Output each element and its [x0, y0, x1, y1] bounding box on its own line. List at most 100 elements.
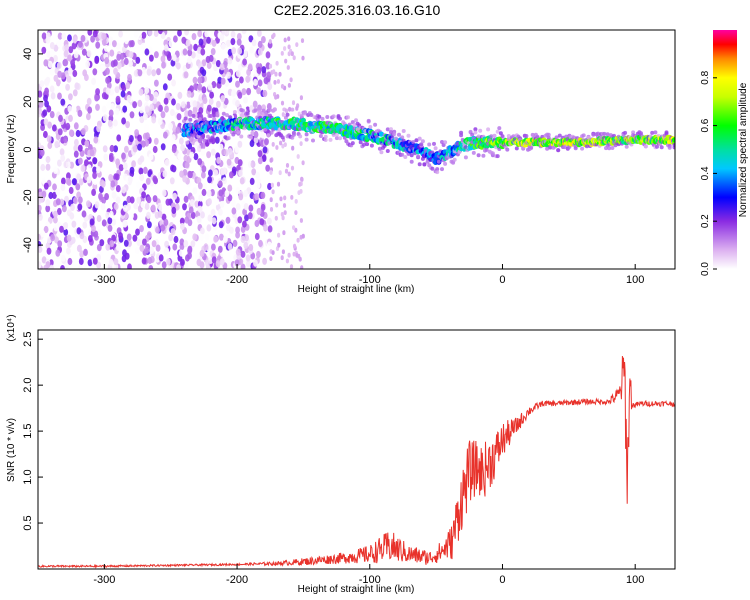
spectrogram-noise-speckle	[115, 196, 121, 204]
spectrogram-noise-speckle	[92, 166, 97, 174]
spectrogram-noise-speckle	[129, 111, 135, 119]
spectrogram-noise-speckle	[211, 217, 217, 225]
spectrogram-noise-speckle	[185, 39, 191, 47]
spectrogram-noise-speckle	[206, 36, 211, 44]
spectrogram-noise-speckle	[214, 136, 220, 144]
spectrogram-noise-speckle	[260, 131, 266, 139]
spectrogram-noise-speckle	[43, 264, 49, 269]
spectrogram-noise-speckle	[219, 33, 225, 41]
spectrogram-noise-speckle	[148, 265, 154, 269]
spectrogram-noise-speckle	[78, 257, 84, 265]
spectrogram-noise-speckle	[237, 91, 243, 99]
spectrogram-noise-speckle	[219, 233, 224, 241]
spectrogram-noise-speckle	[226, 39, 231, 47]
spectrogram-noise-speckle	[67, 34, 72, 42]
spectrogram-noise-speckle	[256, 66, 262, 74]
spectrogram-noise-speckle	[124, 37, 129, 45]
spectrogram-noise-speckle	[289, 264, 294, 269]
spectrogram-noise-speckle	[49, 264, 54, 269]
spectrogram-noise-speckle	[158, 254, 164, 262]
spectrogram-noise-speckle	[105, 243, 111, 251]
spectrogram-noise-speckle	[165, 258, 171, 266]
spectrogram-noise-speckle	[99, 185, 104, 193]
spectrogram-noise-speckle	[171, 206, 177, 214]
spectrogram-noise-speckle	[249, 46, 254, 54]
spectrogram-noise-speckle	[176, 264, 181, 269]
spectrogram-halo-cell	[610, 146, 615, 150]
spectrogram-halo-cell	[489, 134, 494, 139]
spectrogram-halo-cell	[436, 159, 441, 164]
spectrogram-noise-speckle	[185, 101, 191, 109]
spectrogram-noise-speckle	[116, 134, 122, 142]
spectrogram-halo-cell	[403, 155, 408, 159]
spectrogram-halo-cell	[473, 127, 478, 132]
spectrogram-halo-cell	[459, 133, 464, 138]
spectrogram-noise-speckle	[250, 160, 256, 169]
spectrogram-noise-speckle	[249, 139, 255, 148]
spectrogram-noise-speckle	[149, 103, 155, 111]
spectrogram-noise-speckle	[142, 238, 147, 246]
spectrogram-halo-cell	[210, 135, 215, 140]
spectrogram-halo-cell	[317, 114, 322, 119]
spectrogram-halo-cell	[602, 131, 607, 136]
spectrogram-noise-speckle	[274, 94, 278, 100]
spectrogram-noise-speckle	[200, 227, 205, 235]
spectrogram-noise-speckle	[140, 42, 146, 50]
spectrogram-halo-cell	[221, 111, 226, 116]
spectrogram-noise-speckle	[63, 262, 69, 269]
spectrogram-noise-speckle	[95, 103, 100, 111]
spectrogram-halo-cell	[492, 133, 497, 138]
spectrogram-noise-speckle	[186, 90, 192, 98]
spectrogram-noise-speckle	[81, 48, 87, 56]
spectrogram-noise-speckle	[246, 88, 252, 96]
spectrogram-noise-speckle	[53, 224, 59, 232]
spectrogram-noise-speckle	[89, 149, 95, 157]
spectrogram-noise-speckle	[119, 52, 125, 60]
spectrogram-halo-cell	[443, 140, 448, 145]
spectrogram-noise-speckle	[147, 256, 153, 265]
spectrogram-noise-speckle	[125, 121, 130, 129]
spectrogram-noise-speckle	[280, 84, 285, 89]
spectrogram-halo-cell	[664, 130, 669, 135]
spectrogram-noise-speckle	[186, 56, 192, 65]
spectrogram-noise-speckle	[230, 139, 236, 147]
spectrogram-noise-speckle	[68, 129, 74, 137]
spectrogram-noise-speckle	[180, 187, 186, 195]
spectrogram-noise-speckle	[113, 258, 119, 266]
spectrogram-noise-speckle	[180, 101, 186, 109]
spectrogram-noise-speckle	[38, 233, 41, 241]
spectrogram-noise-speckle	[274, 71, 278, 77]
spectrogram-noise-speckle	[229, 226, 234, 234]
spectrogram-halo-cell	[245, 111, 250, 116]
spectrogram-noise-speckle	[208, 54, 214, 63]
spectrogram-noise-speckle	[235, 69, 241, 78]
spectrogram-noise-speckle	[98, 192, 103, 200]
spectrogram-noise-speckle	[256, 87, 261, 95]
spectrogram-noise-speckle	[44, 100, 49, 108]
spectrogram-noise-speckle	[191, 51, 196, 59]
spectrogram-noise-speckle	[100, 203, 106, 211]
spectrogram-noise-speckle	[54, 141, 60, 149]
spectrogram-halo-cell	[530, 132, 535, 137]
spectrogram-noise-speckle	[168, 40, 174, 48]
spectrogram-noise-speckle	[271, 250, 275, 256]
spectrogram-halo-cell	[432, 141, 436, 146]
spectrogram-noise-speckle	[268, 39, 272, 44]
spectrogram-noise-speckle	[211, 81, 217, 89]
spectrogram-noise-speckle	[74, 82, 80, 90]
spectrogram-halo-cell	[473, 130, 478, 135]
spectrogram-noise-speckle	[120, 90, 126, 98]
spectrogram-y-tick-label: 20	[22, 96, 34, 108]
spectrogram-noise-speckle	[136, 196, 142, 204]
spectrogram-noise-speckle	[245, 254, 251, 262]
spectrogram-noise-speckle	[80, 164, 86, 173]
spectrogram-noise-speckle	[146, 211, 151, 219]
spectrogram-noise-speckle	[173, 235, 179, 244]
spectrogram-noise-speckle	[300, 265, 304, 269]
spectrogram-noise-speckle	[243, 189, 249, 197]
spectrogram-noise-speckle	[210, 73, 216, 81]
spectrogram-noise-speckle	[282, 230, 286, 236]
spectrogram-noise-speckle	[192, 233, 198, 241]
spectrogram-noise-speckle	[261, 36, 266, 44]
spectrogram-noise-speckle	[197, 83, 203, 91]
